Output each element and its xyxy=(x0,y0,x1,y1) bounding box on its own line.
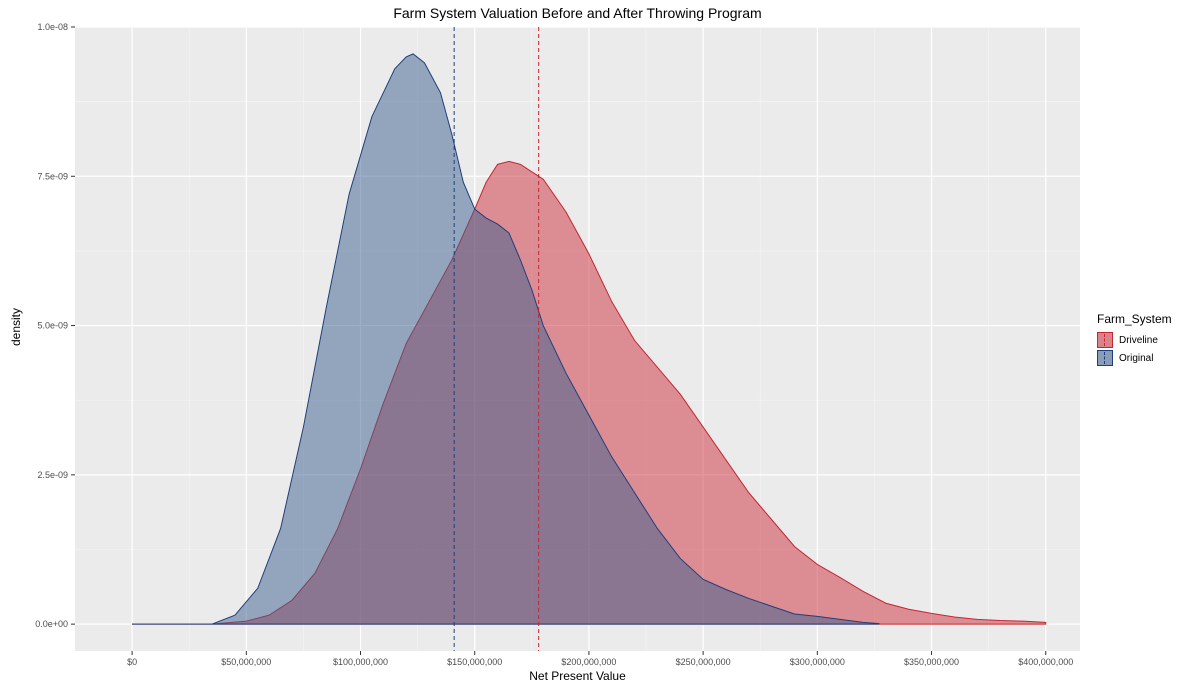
chart-title: Farm System Valuation Before and After T… xyxy=(393,5,762,21)
x-tick-label: $300,000,000 xyxy=(790,657,845,667)
mean-lines xyxy=(453,27,540,651)
x-tick-label: $100,000,000 xyxy=(333,657,388,667)
legend-title: Farm_System xyxy=(1097,312,1172,326)
legend-key-driveline xyxy=(1097,332,1113,348)
x-tick-label: $50,000,000 xyxy=(221,657,271,667)
density-area-original xyxy=(131,53,880,625)
legend-item-original: Original xyxy=(1097,349,1172,367)
legend-item-driveline: Driveline xyxy=(1097,331,1172,349)
x-axis-title: Net Present Value xyxy=(529,669,626,683)
y-axis-title: density xyxy=(9,307,23,347)
y-axis: 0.0e+00 2.5e-09 5.0e-09 7.5e-09 1.0e-08 xyxy=(35,22,75,629)
legend: Farm_System Driveline Original xyxy=(1097,312,1172,367)
x-tick-label: $200,000,000 xyxy=(561,657,616,667)
y-tick-label: 0.0e+00 xyxy=(35,619,68,629)
x-tick-label: $0 xyxy=(127,657,137,667)
x-tick-label: $150,000,000 xyxy=(447,657,502,667)
x-axis: $0 $50,000,000 $100,000,000 $150,000,000 $20… xyxy=(127,651,1073,667)
x-tick-label: $250,000,000 xyxy=(676,657,731,667)
x-tick-label: $350,000,000 xyxy=(904,657,959,667)
y-tick-label: 1.0e-08 xyxy=(37,22,68,32)
legend-label-driveline: Driveline xyxy=(1119,334,1158,346)
x-tick-label: $400,000,000 xyxy=(1018,657,1073,667)
y-tick-label: 5.0e-09 xyxy=(37,321,68,331)
y-tick-label: 2.5e-09 xyxy=(37,470,68,480)
density-areas xyxy=(131,53,1047,625)
legend-key-original xyxy=(1097,350,1113,366)
legend-label-original: Original xyxy=(1119,352,1154,364)
y-tick-label: 7.5e-09 xyxy=(37,171,68,181)
